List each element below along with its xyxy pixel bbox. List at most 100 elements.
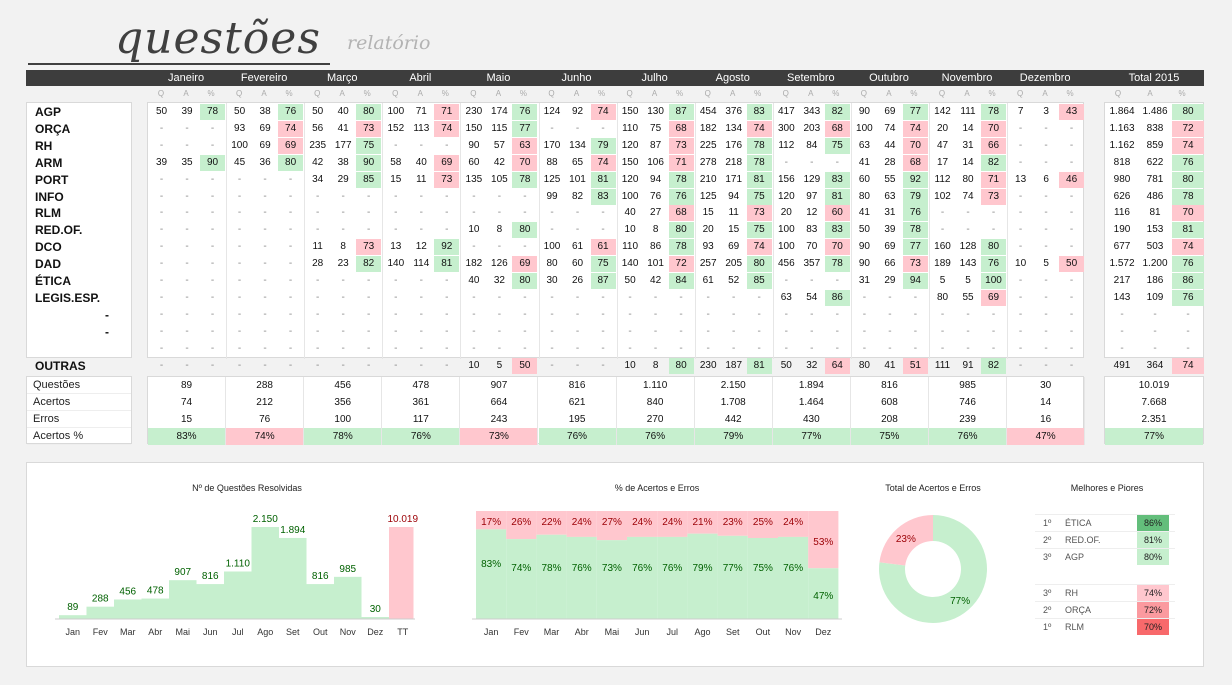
category-label: INFO (35, 189, 64, 204)
sublabel-a: A (417, 89, 423, 98)
grid-cell: 35 (181, 156, 193, 168)
acertos-segment (596, 540, 627, 619)
sublabel-p: % (676, 89, 684, 98)
grid-cell: 50 (512, 357, 538, 374)
grid-cell: 32 (493, 275, 505, 286)
total-donut-chart: 77% 23% (879, 515, 987, 623)
grid-cell: - (185, 241, 189, 253)
title-underline (28, 63, 330, 65)
summary-cell: 621 (539, 394, 617, 411)
month-label-5: Junho (561, 72, 592, 84)
grid-cell: - (210, 258, 215, 270)
grid-cell: - (316, 291, 320, 303)
sublabel-a: A (573, 89, 580, 98)
sublabel-q: Q (860, 89, 867, 98)
bar-label: 10.019 (387, 514, 418, 525)
grid-cell: - (445, 342, 449, 354)
grid-cell: - (316, 224, 320, 236)
erros-label: 24% (572, 517, 592, 528)
grid-cell: 8 (340, 241, 346, 253)
grid-cell: 5 (1043, 258, 1049, 270)
sublabel-q: Q (1016, 89, 1024, 98)
grid-cell: - (263, 325, 267, 337)
grid-cell: - (159, 275, 164, 286)
grid-cell: - (966, 342, 970, 354)
sublabel-p: % (441, 89, 449, 98)
worst-value: 72% (1137, 602, 1169, 618)
grid-cell: 85 (356, 171, 382, 188)
summary-cell: 907 (460, 377, 539, 394)
grid-cell: - (159, 190, 164, 202)
grid-cell: 152 (387, 122, 405, 134)
grid-cell: 83 (824, 222, 850, 239)
grid-cell: 99 (546, 190, 558, 202)
grid-cell: 80 (278, 154, 304, 171)
grid-cell: 83 (824, 171, 850, 188)
grid-cell: - (394, 224, 398, 236)
best-value: 81% (1137, 532, 1169, 548)
sublabel-total-q: Q (1114, 89, 1122, 98)
grid-cell: 100 (231, 139, 248, 151)
grid-cell: 10 (624, 224, 636, 236)
grid-cell: - (940, 342, 945, 354)
grid-cell: 80 (962, 173, 974, 185)
grid-cell: - (550, 224, 554, 236)
category-list: AGP ORÇA RH ARM PORT INFO RLM RED.OF. DCO DAD ÉTIC… (26, 102, 132, 373)
grid-cell: - (888, 291, 892, 303)
page-subtitle: relatório (347, 32, 431, 54)
summary-cell: 2.150 (695, 377, 773, 394)
grid-cell: 50 (234, 106, 246, 117)
grid-cell: - (472, 342, 476, 354)
grid-cell: 69 (259, 139, 271, 151)
x-tick-label: Nov (785, 627, 802, 637)
grid-cell: - (263, 275, 267, 286)
grid-cell: - (210, 359, 215, 371)
grid-cell: 100 (777, 224, 795, 236)
grid-cell: - (784, 308, 788, 320)
grid-cell: - (445, 275, 449, 286)
bar-mai (169, 580, 197, 619)
grid-cell: - (367, 190, 371, 202)
total-cell: 818 (1113, 156, 1131, 168)
sublabel-p: % (754, 89, 762, 98)
grid-cell: 80 (668, 357, 694, 374)
worst-row: 1º RLM 70% (1035, 618, 1175, 635)
grid-cell: - (185, 224, 189, 236)
sublabel-a: A (886, 89, 892, 98)
grid-cell: - (966, 224, 970, 236)
grid-cell: 77 (902, 104, 928, 120)
grid-cell: 79 (902, 188, 928, 205)
summary-cell: 78% (304, 428, 383, 445)
summary-cell: 77% (772, 428, 851, 445)
erros-segment (627, 511, 658, 537)
sublabel-a: A (495, 89, 502, 98)
total-cell: 980 (1113, 173, 1131, 185)
total-cell: - (1120, 308, 1124, 320)
worst-rank: 3º (1043, 588, 1052, 598)
total-cell: - (1153, 325, 1157, 337)
grid-cell: 69 (728, 241, 740, 253)
grid-cell: - (550, 122, 554, 134)
grid-cell: 75 (590, 256, 616, 273)
grid-cell: - (445, 308, 449, 320)
grid-cell: - (263, 207, 267, 219)
grid-cell: - (523, 190, 527, 202)
grid-cell: 77 (512, 120, 538, 137)
grid-cell: 182 (699, 122, 717, 134)
grid-cell: - (1018, 122, 1023, 134)
grid-cell: - (523, 308, 527, 320)
grid-cell: 40 (468, 275, 480, 286)
grid-cell: - (706, 291, 710, 303)
summary-cell: 816 (539, 377, 617, 394)
erros-segment (566, 511, 597, 537)
grid-cell: 90 (858, 106, 870, 117)
grid-cell: - (367, 207, 371, 219)
month-label-7: Agosto (715, 72, 750, 84)
sublabel-q: Q (392, 89, 399, 98)
sublabel-q: Q (938, 89, 946, 98)
grid-cell: 50 (155, 106, 168, 117)
grid-cell: 73 (902, 256, 928, 273)
grid-cell: - (419, 359, 423, 371)
bar-abr (141, 598, 169, 619)
grid-cell: - (679, 291, 683, 303)
